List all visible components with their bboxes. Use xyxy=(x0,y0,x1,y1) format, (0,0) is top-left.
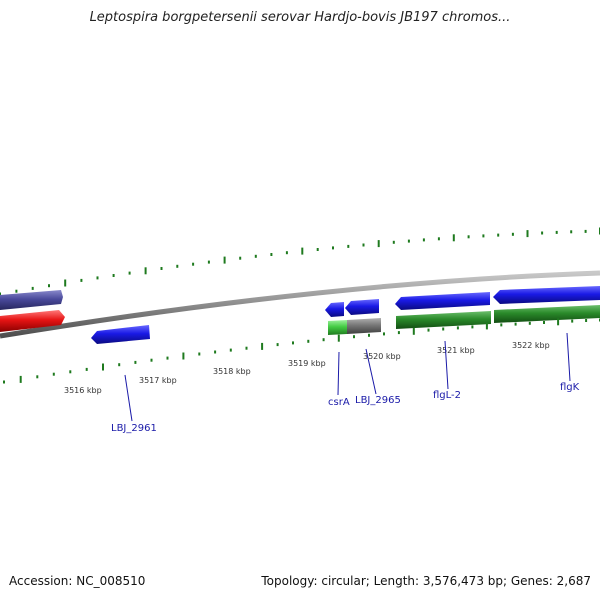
feature-block[interactable] xyxy=(328,320,347,335)
tick-label: 3518 kbp xyxy=(213,367,251,376)
tick-label: 3521 kbp xyxy=(437,346,475,355)
tick-label: 3522 kbp xyxy=(512,341,550,350)
tick-label: 3516 kbp xyxy=(64,386,102,395)
gene-arrow[interactable] xyxy=(345,299,379,315)
map-title: Leptospira borgpetersenii serovar Hardjo… xyxy=(89,10,511,25)
gene-label-csra[interactable]: csrA xyxy=(328,397,350,408)
tick-label: 3520 kbp xyxy=(363,352,401,361)
gene-label-flgl-2[interactable]: flgL-2 xyxy=(433,390,461,401)
tick-label: 3517 kbp xyxy=(139,376,177,385)
outer-ruler xyxy=(0,227,600,296)
gene-label-lbj-2965[interactable]: LBJ_2965 xyxy=(355,395,401,406)
summary-text: Topology: circular; Length: 3,576,473 bp… xyxy=(261,574,591,588)
tick-label: 3519 kbp xyxy=(288,359,326,368)
backbone xyxy=(0,270,600,339)
gene-arrow[interactable] xyxy=(325,302,344,317)
gene-arrow[interactable] xyxy=(493,286,600,304)
gene-arrow[interactable] xyxy=(0,290,63,310)
gene-arrow[interactable] xyxy=(395,292,490,310)
label-leaders xyxy=(124,332,571,422)
gene-arrow[interactable] xyxy=(0,310,65,332)
accession-text: Accession: NC_008510 xyxy=(9,574,146,588)
gene-arrow[interactable] xyxy=(91,325,150,344)
feature-block[interactable] xyxy=(347,318,381,334)
gene-label-lbj-2961[interactable]: LBJ_2961 xyxy=(111,423,157,434)
inner-ruler xyxy=(3,318,600,384)
gene-label-flgk[interactable]: flgK xyxy=(560,382,580,393)
feature-block[interactable] xyxy=(396,311,491,329)
feature-block[interactable] xyxy=(494,305,600,323)
